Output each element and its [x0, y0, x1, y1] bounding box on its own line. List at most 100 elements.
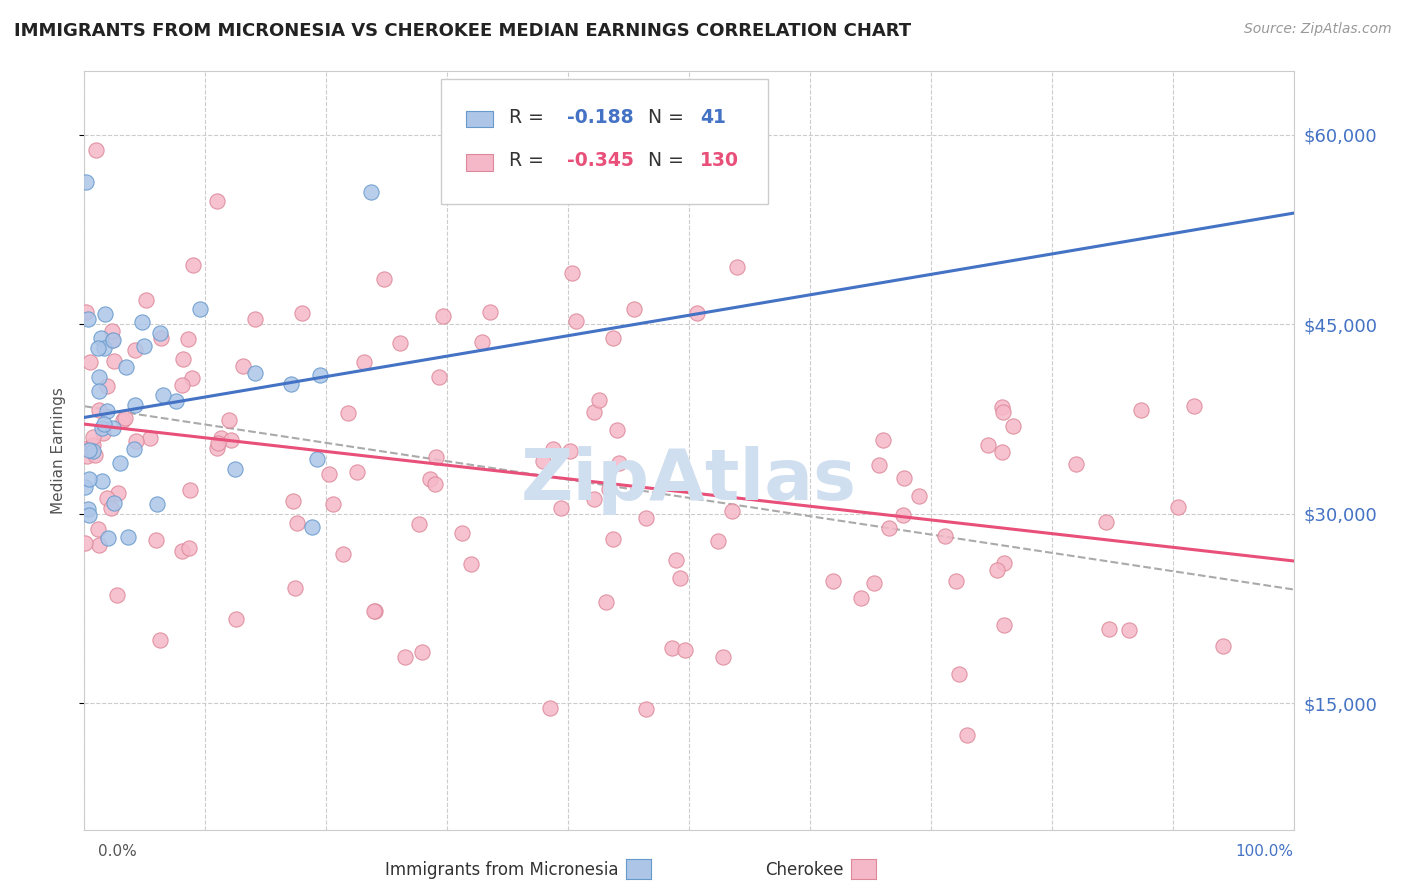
Point: [565, 314, 588, 328]
Point: [1167, 500, 1189, 515]
Point: [427, 369, 450, 384]
Point: [725, 260, 748, 274]
Text: -0.345: -0.345: [567, 151, 634, 170]
Point: [607, 456, 630, 470]
Point: [218, 412, 240, 426]
Point: [673, 643, 696, 657]
Point: [432, 310, 454, 324]
Point: [79, 443, 101, 458]
Point: [207, 441, 229, 455]
Text: R =: R =: [509, 108, 550, 127]
Point: [318, 467, 340, 481]
Point: [636, 702, 658, 716]
Point: [711, 650, 734, 665]
Point: [90, 331, 112, 345]
Point: [114, 411, 136, 425]
Point: [373, 272, 395, 286]
Text: 130: 130: [700, 151, 738, 170]
Point: [149, 331, 172, 345]
Point: [125, 434, 148, 449]
Point: [101, 324, 124, 338]
Point: [111, 413, 134, 427]
Point: [75, 536, 97, 550]
Point: [986, 563, 1008, 577]
Point: [686, 306, 709, 320]
Point: [101, 421, 124, 435]
Point: [868, 458, 890, 472]
Text: 41: 41: [700, 108, 725, 127]
Point: [145, 497, 167, 511]
Text: Cherokee: Cherokee: [765, 861, 844, 879]
Point: [100, 501, 122, 516]
Point: [79, 355, 101, 369]
Point: [823, 574, 845, 588]
Point: [991, 401, 1014, 415]
Point: [103, 496, 125, 510]
Point: [550, 501, 572, 516]
Point: [231, 359, 253, 373]
Point: [145, 533, 167, 548]
Point: [101, 333, 124, 347]
Point: [661, 641, 683, 656]
Point: [122, 442, 145, 457]
Point: [364, 603, 387, 617]
Point: [301, 519, 323, 533]
Point: [131, 315, 153, 329]
Point: [363, 604, 385, 618]
Point: [531, 453, 554, 467]
Point: [451, 525, 474, 540]
Point: [893, 471, 915, 485]
Point: [668, 571, 690, 585]
Text: R =: R =: [509, 151, 550, 170]
Point: [89, 538, 111, 552]
Point: [1098, 622, 1121, 636]
Point: [205, 194, 228, 209]
Point: [96, 404, 118, 418]
Point: [471, 334, 494, 349]
Point: [595, 594, 617, 608]
Point: [425, 450, 447, 465]
Point: [138, 431, 160, 445]
Point: [84, 143, 107, 157]
Y-axis label: Median Earnings: Median Earnings: [51, 387, 66, 514]
Point: [87, 341, 110, 355]
Point: [721, 503, 744, 517]
Point: [117, 530, 139, 544]
Point: [209, 431, 232, 445]
Point: [346, 465, 368, 479]
Point: [172, 352, 194, 367]
Point: [179, 483, 201, 497]
Text: ZipAtlas: ZipAtlas: [522, 446, 856, 516]
Point: [993, 617, 1015, 632]
Point: [425, 477, 447, 491]
Point: [149, 326, 172, 340]
Point: [478, 305, 501, 319]
Point: [280, 376, 302, 391]
Point: [103, 354, 125, 368]
Point: [207, 435, 229, 450]
Point: [877, 521, 900, 535]
Point: [73, 480, 96, 494]
Point: [560, 444, 582, 458]
Point: [87, 384, 110, 399]
Point: [993, 556, 1015, 570]
FancyBboxPatch shape: [467, 111, 494, 128]
Point: [124, 399, 146, 413]
Point: [91, 421, 114, 435]
Point: [291, 306, 314, 320]
Point: [224, 462, 246, 476]
Point: [91, 474, 114, 488]
Point: [891, 508, 914, 522]
Point: [93, 417, 115, 432]
Point: [181, 258, 204, 272]
Text: Immigrants from Micronesia: Immigrants from Micronesia: [385, 861, 619, 879]
Point: [86, 522, 108, 536]
Point: [115, 360, 138, 375]
Point: [665, 553, 688, 567]
Point: [188, 301, 211, 316]
Point: [87, 402, 110, 417]
Point: [353, 355, 375, 369]
Point: [77, 472, 100, 486]
Point: [243, 311, 266, 326]
Point: [105, 588, 128, 602]
